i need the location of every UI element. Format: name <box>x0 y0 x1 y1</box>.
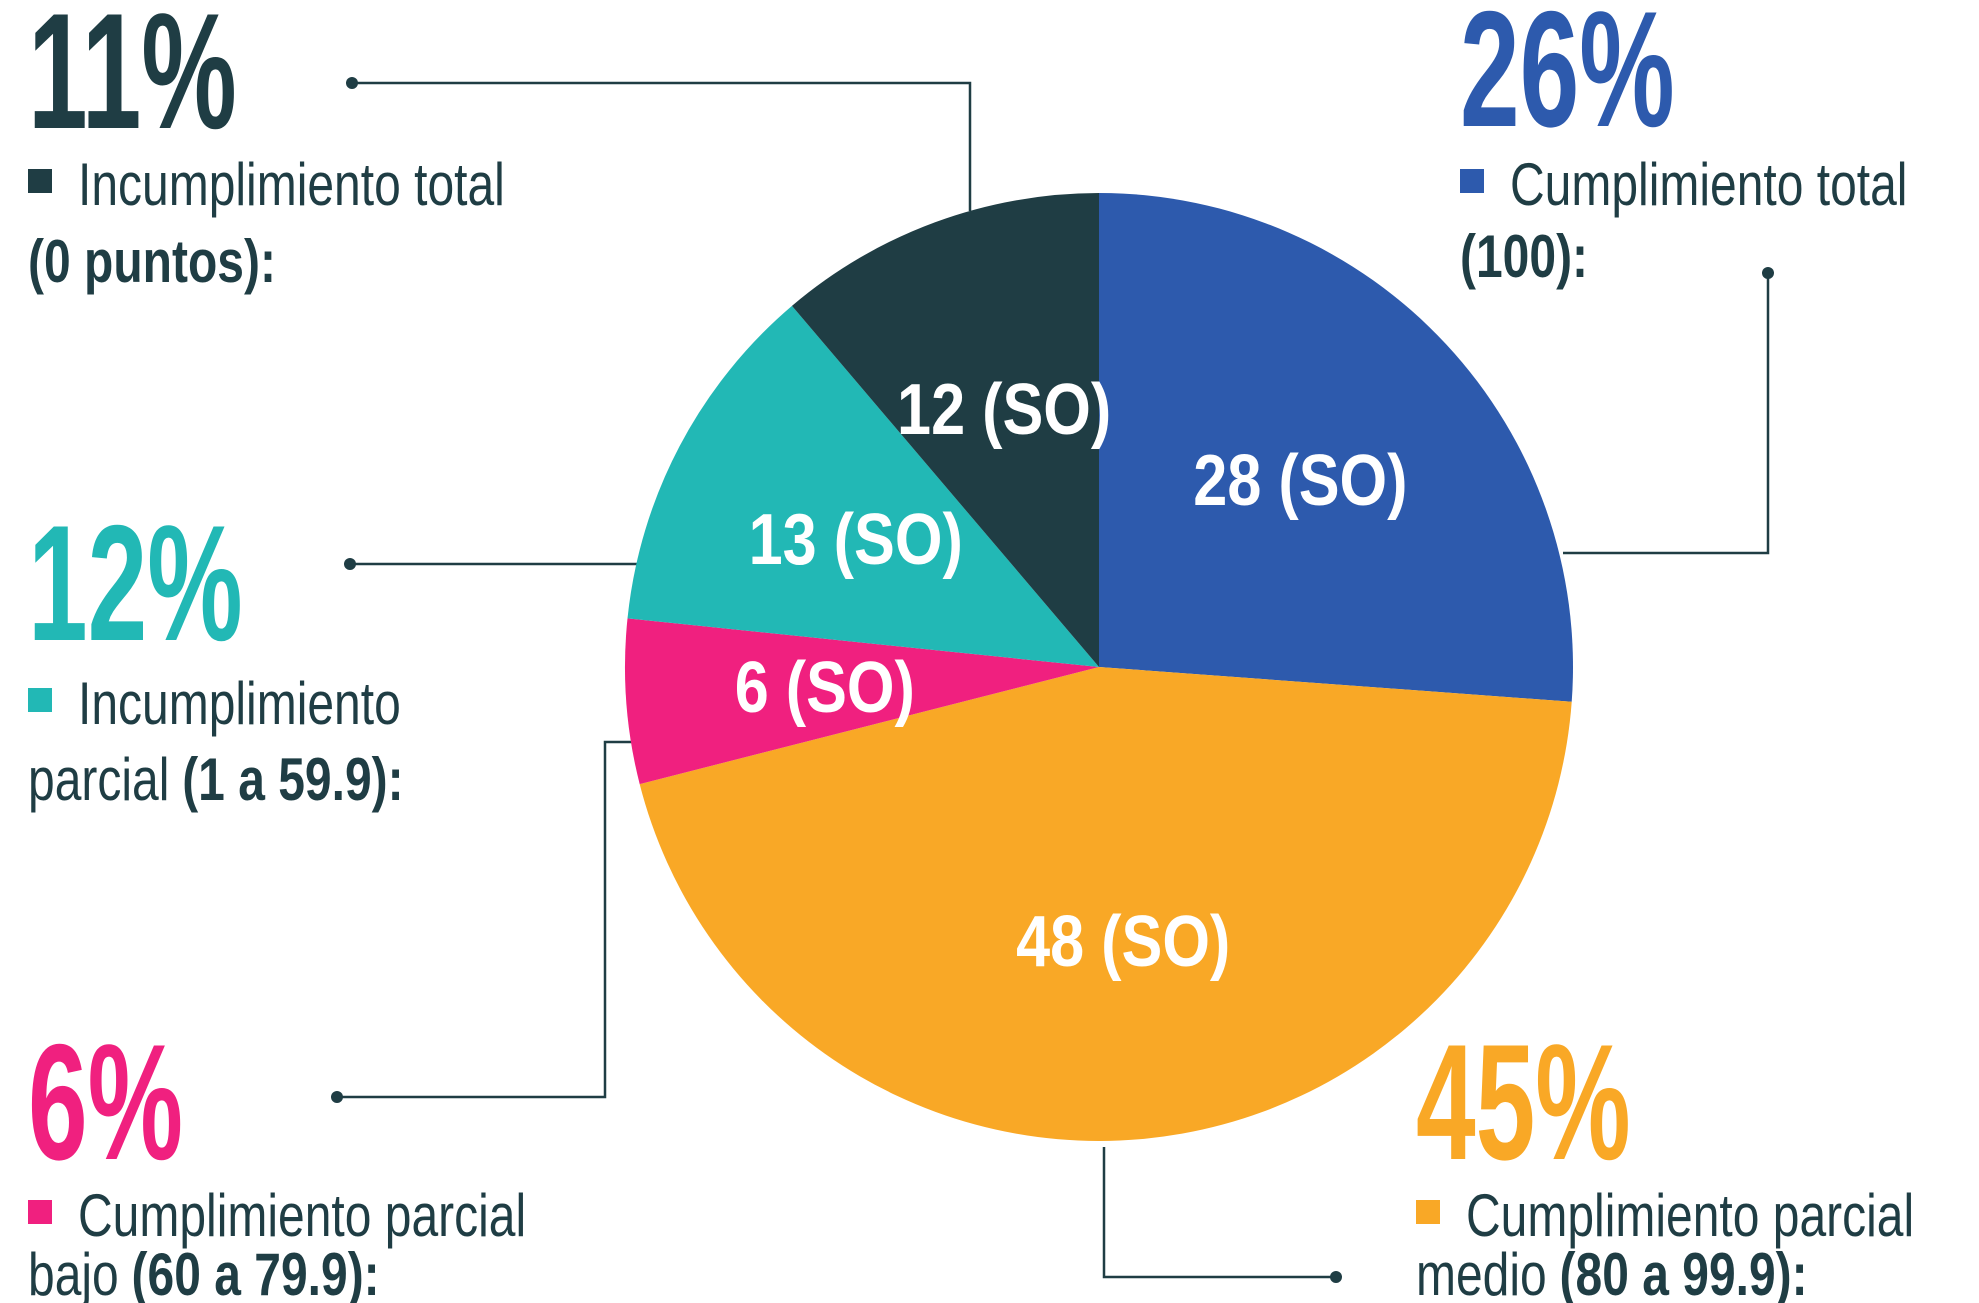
leader-dot <box>1762 267 1774 279</box>
legend-label: Incumplimiento parcial <box>28 670 414 813</box>
legend-range: (0 puntos): <box>28 228 276 295</box>
legend-line: Cumplimiento total <box>1510 151 1907 218</box>
legend-label: Cumplimiento parcial medio <box>1416 1182 1927 1303</box>
leader-dot <box>346 77 358 89</box>
percent-label: 26% <box>1460 0 1675 162</box>
legend-line: medio <box>1416 1241 1547 1303</box>
leader-dot <box>344 558 356 570</box>
pie-slice <box>639 667 1572 1141</box>
legend-entry: Incumplimiento parcial (1 a 59.9): <box>28 670 414 813</box>
slice-label: 13 (SO) <box>749 500 963 580</box>
pie-slice <box>791 193 1099 667</box>
slice-label: 28 (SO) <box>1193 441 1407 521</box>
legend-range: (60 a 79.9): <box>132 1241 380 1303</box>
leader-line <box>1563 273 1770 555</box>
leader-lines <box>331 77 1774 1283</box>
legend-swatch <box>28 688 52 712</box>
legend-swatch <box>28 1200 52 1224</box>
legend-range: (80 a 99.9): <box>1560 1241 1808 1303</box>
leader-dot <box>1330 1271 1342 1283</box>
legend-line: bajo <box>28 1241 119 1303</box>
leader-dot <box>331 1091 343 1103</box>
legend-label: Cumplimiento total <box>1510 151 1907 218</box>
legend-label: Incumplimiento total <box>78 151 505 218</box>
slice-label: 48 (SO) <box>1016 902 1230 982</box>
pie-slice <box>1099 193 1573 702</box>
legend-entry: Cumplimiento parcial bajo (60 a 79.9): <box>28 1182 539 1303</box>
legend-swatch <box>1460 169 1484 193</box>
legend-swatch <box>28 169 52 193</box>
legend-line: Incumplimiento <box>78 670 414 737</box>
legend-line: Cumplimiento parcial <box>1466 1182 1927 1249</box>
legend-entry: Cumplimiento parcial medio (80 a 99.9): <box>1416 1182 1927 1303</box>
legend-swatch <box>1416 1200 1440 1224</box>
pie-slice <box>627 305 1099 667</box>
pie-slice <box>625 618 1099 785</box>
legend-line: Cumplimiento parcial <box>78 1182 539 1249</box>
legend-line: parcial <box>28 746 169 813</box>
leader-line <box>352 81 972 211</box>
legend-range: (1 a 59.9): <box>182 746 403 813</box>
legend-label: Cumplimiento parcial bajo <box>28 1182 539 1303</box>
slice-label: 12 (SO) <box>897 370 1111 450</box>
percent-label: 45% <box>1416 1011 1631 1195</box>
legend-line: Incumplimiento total <box>78 151 505 218</box>
leader-line <box>337 740 632 1099</box>
percent-label: 11% <box>28 0 237 164</box>
legend-entry: Cumplimiento total(100): <box>1460 151 1907 290</box>
legend-entry: Incumplimiento total (0 puntos): <box>28 151 505 295</box>
percent-label: 6% <box>28 1011 183 1195</box>
percent-label: 12% <box>28 492 243 676</box>
slice-label: 6 (SO) <box>735 649 915 729</box>
leader-line <box>1102 1147 1336 1279</box>
legend-range: (100): <box>1460 223 1588 290</box>
